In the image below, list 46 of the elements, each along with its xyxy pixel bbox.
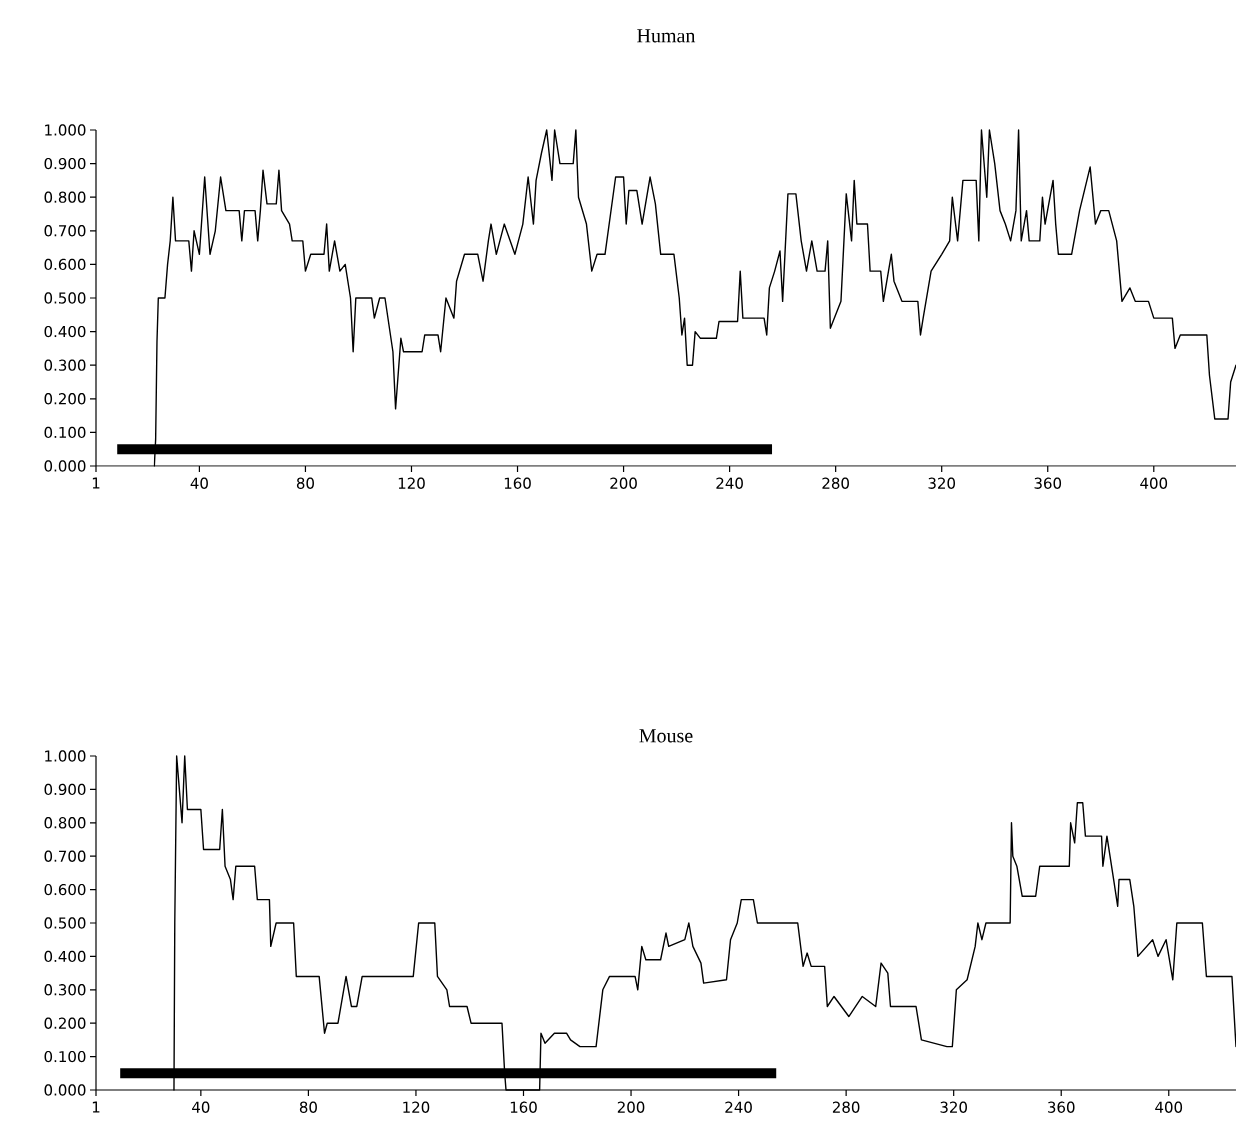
x-tick-label: 400 [1140,477,1168,489]
x-tick-label: 40 [190,477,208,489]
y-tick-label: 0.900 [44,157,86,170]
y-tick-label: 0.800 [44,817,86,829]
x-tick-label: 200 [610,477,637,489]
y-tick-label: 0.500 [44,917,86,929]
x-tick-label: 200 [617,1101,645,1113]
y-tick-label: 0.700 [44,225,86,237]
x-tick-label: 280 [822,477,849,489]
y-tick-label: 0.300 [44,359,86,371]
y-tick-label: 1.000 [45,750,86,762]
x-tick-label: 1 [92,477,100,489]
y-tick-label: 0.200 [44,393,86,405]
x-tick-label: 80 [299,1101,317,1113]
x-tick-label: 240 [725,1101,752,1113]
y-tick-label: 0.000 [44,460,86,472]
x-tick-label: 320 [928,477,956,489]
x-tick-label: 1 [92,1101,100,1113]
x-tick-label: 360 [1048,1101,1075,1113]
x-tick-label: 160 [504,477,531,489]
y-tick-label: 0.700 [44,850,86,862]
y-tick-label: 0.400 [44,325,86,338]
chart-title: Human [637,29,696,43]
y-tick-label: 0.400 [44,950,86,963]
y-tick-label: 0.600 [44,883,86,896]
y-tick-label: 0.200 [44,1017,86,1029]
y-tick-label: 1.000 [45,124,86,136]
y-tick-label: 0.000 [44,1084,86,1096]
chart-title: Mouse [639,729,693,743]
x-tick-label: 120 [403,1101,430,1113]
y-tick-label: 0.900 [44,783,86,796]
y-tick-label: 0.500 [44,292,86,304]
x-tick-label: 120 [398,477,425,489]
y-tick-label: 0.800 [44,191,86,203]
x-tick-label: 160 [510,1101,537,1113]
x-tick-label: 320 [940,1101,967,1113]
x-tick-label: 280 [832,1101,860,1113]
x-tick-label: 400 [1155,1101,1183,1113]
x-tick-label: 360 [1034,477,1062,489]
x-tick-label: 80 [296,477,314,489]
x-tick-label: 240 [716,477,743,489]
x-tick-label: 40 [192,1101,210,1113]
y-tick-label: 0.100 [44,426,86,439]
y-tick-label: 0.300 [44,984,86,996]
y-tick-label: 0.100 [44,1050,86,1063]
y-tick-label: 0.600 [44,258,86,271]
